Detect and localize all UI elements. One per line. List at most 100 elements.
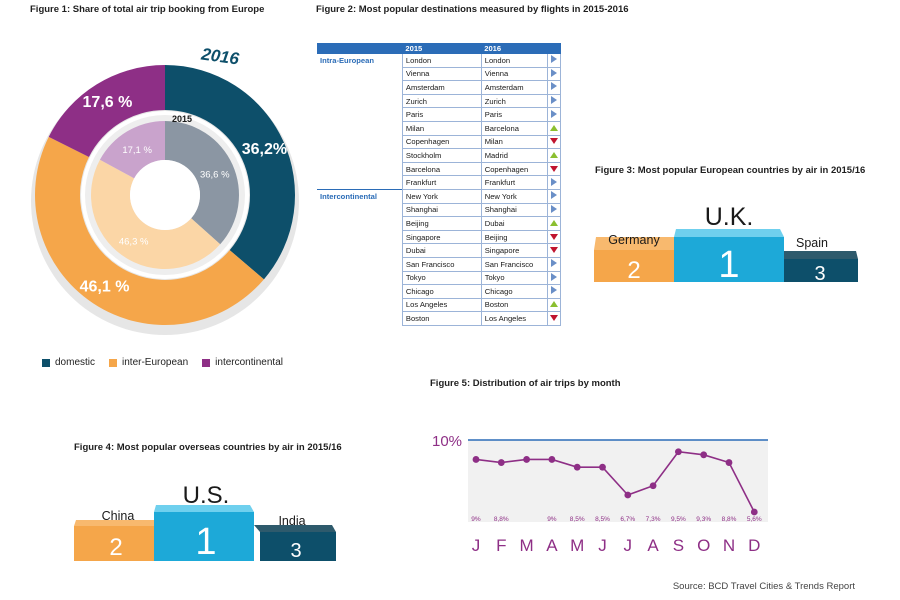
- table-row: Boston Los Angeles: [317, 311, 561, 326]
- fig4-title: Figure 4: Most popular overseas countrie…: [74, 442, 342, 453]
- cell-trend: [547, 94, 561, 109]
- cell-trend: [547, 189, 561, 204]
- arrow-up-icon: [550, 151, 559, 158]
- header-trend: [547, 43, 561, 54]
- cell-2015: Stockholm: [401, 148, 482, 163]
- cell-trend: [547, 54, 561, 68]
- fig2-title: Figure 2: Most popular destinations meas…: [316, 4, 629, 15]
- arrow-right-icon: [551, 96, 558, 105]
- cell-2015: New York: [401, 189, 482, 204]
- month-tick-label: N: [723, 536, 735, 555]
- donut-2016-label-domestic: 36,2%: [242, 141, 287, 158]
- fig1-title: Figure 1: Share of total air trip bookin…: [30, 4, 265, 15]
- fig3-title: Figure 3: Most popular European countrie…: [595, 165, 866, 176]
- cell-2015: Barcelona: [401, 162, 482, 177]
- header-2015: 2015: [402, 43, 482, 54]
- ref-line-label: 10%: [432, 433, 462, 450]
- donut-2015-label-intercontinental: 17,1 %: [122, 145, 152, 156]
- cell-2016: Milan: [481, 135, 549, 150]
- data-point: [675, 448, 682, 456]
- arrow-right-icon: [551, 259, 558, 268]
- podium-1-country: U.S.: [183, 482, 230, 509]
- data-point: [725, 459, 733, 466]
- donut-2016-label-inter-European: 46,1 %: [80, 278, 130, 295]
- cell-trend: [547, 203, 561, 218]
- value-label: 8,5%: [570, 516, 585, 523]
- fig2-destinations-table: 2015 2016 Intra-European London London Vien…: [317, 43, 561, 326]
- donut-2015-slice-intercontinental: [99, 121, 165, 179]
- arrow-down-icon: [550, 138, 559, 145]
- legend-swatch-intercontinental: [202, 358, 211, 367]
- header-2016: 2016: [481, 43, 548, 54]
- value-label: 9,3%: [696, 516, 711, 523]
- group-cell: [317, 108, 402, 122]
- table-row: Beijing Dubai: [317, 216, 561, 231]
- value-label: 7,3%: [646, 516, 661, 523]
- group-cell: [317, 67, 402, 81]
- table-row: Milan Barcelona: [317, 121, 561, 136]
- podium-3-country: Spain: [796, 236, 828, 250]
- cell-2015: Shanghai: [401, 203, 482, 218]
- table-row: Los Angeles Boston: [317, 298, 561, 313]
- podium-3-top: [254, 525, 336, 532]
- podium-1-rank: 1: [195, 521, 216, 563]
- month-tick-label: F: [496, 536, 506, 555]
- cell-trend: [547, 162, 561, 177]
- podium-1-top: [154, 505, 254, 512]
- table-row: Dubai Singapore: [317, 243, 561, 258]
- month-tick-label: A: [546, 536, 558, 555]
- donut-2015-label-domestic: 36,6 %: [200, 170, 230, 181]
- table-row: Paris Paris: [317, 107, 561, 122]
- fig1-donut-chart: 36,2% 46,1 % 17,6 % 36,6 % 46,3 % 17,1 % 2016…: [31, 44, 299, 335]
- arrow-right-icon: [551, 68, 558, 77]
- group-cell: [317, 203, 402, 217]
- data-point: [624, 491, 632, 499]
- data-point: [472, 456, 480, 463]
- podium-3-country: India: [278, 514, 305, 528]
- month-tick-label: M: [570, 536, 584, 555]
- group-label: Intra-European: [320, 56, 375, 66]
- arrow-right-icon: [551, 272, 558, 281]
- month-tick-label: O: [697, 536, 710, 555]
- donut-2016-slice-intercontinental: [48, 65, 165, 157]
- fig5-title: Figure 5: Distribution of air trips by m…: [430, 378, 621, 389]
- cell-2016: Frankfurt: [481, 175, 549, 190]
- month-tick-label: D: [748, 536, 760, 555]
- cell-2015: San Francisco: [401, 257, 482, 272]
- group-cell: [317, 312, 402, 326]
- podium-2-block: [74, 526, 154, 561]
- cell-2016: Barcelona: [481, 121, 549, 136]
- month-tick-label: S: [673, 536, 684, 555]
- arrow-right-icon: [551, 204, 558, 213]
- donut-2015-slice-inter-European: [91, 159, 221, 269]
- cell-trend: [547, 298, 561, 313]
- table-row: Amsterdam Amsterdam: [317, 80, 561, 95]
- series-line: [475, 450, 756, 513]
- cell-trend: [547, 148, 561, 163]
- cell-2016: Dubai: [481, 216, 549, 231]
- cell-trend: [547, 284, 561, 299]
- cell-trend: [547, 311, 561, 326]
- cell-2015: Tokyo: [401, 271, 482, 286]
- legend-item-intercontinental: intercontinental: [202, 357, 283, 368]
- group-cell: [317, 217, 402, 231]
- table-row: Barcelona Copenhagen: [317, 162, 561, 177]
- podium-3-rank: 3: [814, 263, 825, 285]
- cell-2015: Copenhagen: [401, 135, 482, 150]
- group-cell: [317, 244, 402, 258]
- arrow-right-icon: [551, 286, 558, 295]
- group-cell: [317, 176, 402, 190]
- header-group: [317, 43, 403, 54]
- cell-2015: Singapore: [401, 230, 482, 245]
- podium-1-block: [154, 512, 254, 561]
- fig5-line-chart: 10% 9% 8,8% 9% 8,5% 8,5% 6,7% 7,3% 9,5% 9,3% 8,8%…: [432, 433, 768, 555]
- cell-2015: Los Angeles: [401, 298, 482, 313]
- fig1-legend: domestic inter-European intercontinental: [42, 357, 283, 368]
- cell-2015: Zurich: [401, 94, 482, 109]
- cell-2016: Paris: [481, 107, 549, 122]
- donut-2016-slice-domestic: [165, 65, 295, 280]
- legend-swatch-domestic: [42, 358, 50, 367]
- cell-2015: Boston: [401, 311, 482, 326]
- group-cell: [317, 257, 402, 271]
- arrow-down-icon: [550, 165, 559, 172]
